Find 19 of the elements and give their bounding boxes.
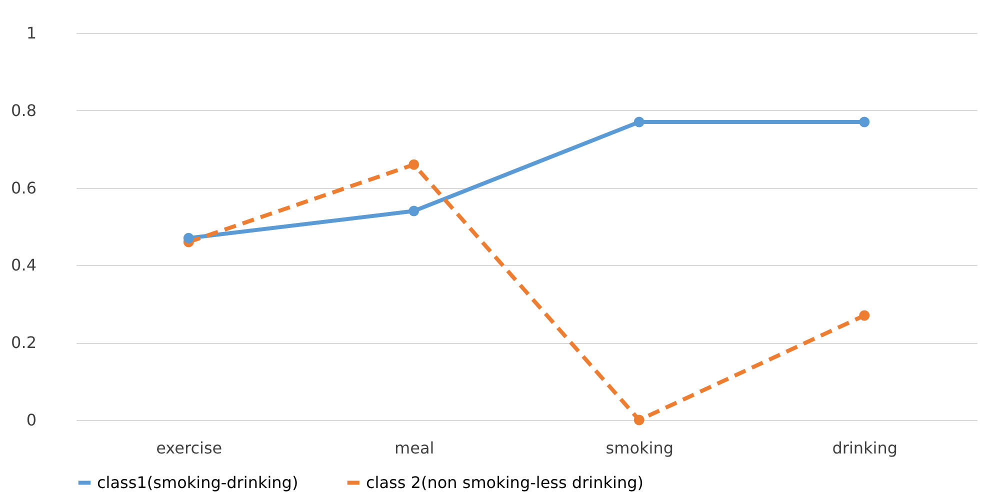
x-tick-label: exercise	[156, 438, 222, 458]
y-tick-label: 0	[26, 410, 36, 430]
point	[859, 310, 870, 321]
y-tick-label: 0.8	[11, 100, 36, 120]
legend-label: class1(smoking-drinking)	[97, 472, 298, 492]
point	[859, 116, 870, 128]
y-tick-label: 0.4	[11, 256, 36, 275]
legend-label: class 2(non smoking-less drinking)	[366, 472, 644, 492]
x-tick-label: drinking	[832, 438, 898, 458]
y-tick-label: 1	[26, 24, 36, 42]
point	[408, 206, 420, 216]
point	[634, 116, 644, 128]
y-tick-label: 0.6	[11, 178, 36, 198]
point	[408, 159, 420, 170]
x-tick-label: meal	[394, 438, 434, 458]
y-tick-label: 0.2	[11, 333, 36, 352]
x-tick-label: smoking	[606, 438, 674, 458]
point	[183, 232, 194, 244]
point	[634, 414, 644, 426]
